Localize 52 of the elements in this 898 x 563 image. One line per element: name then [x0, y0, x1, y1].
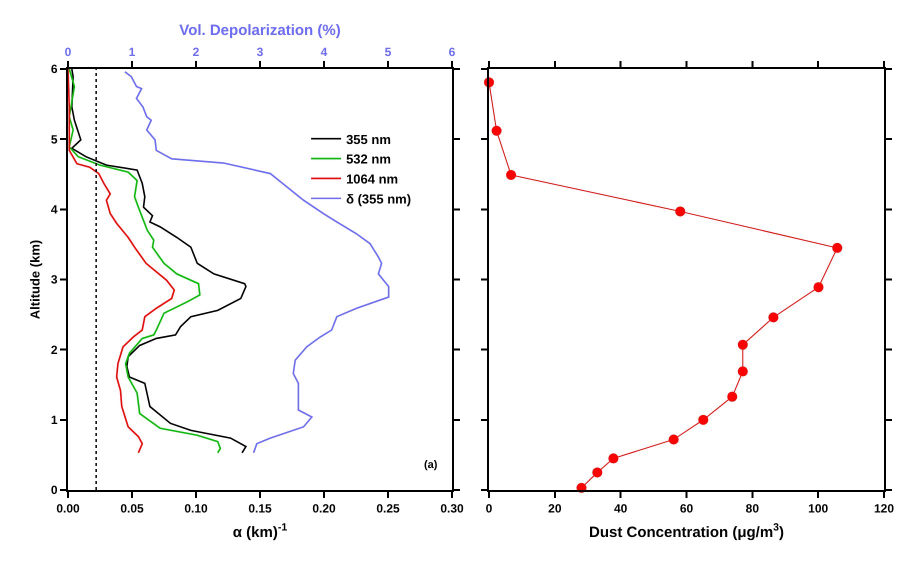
- legend-label: 355 nm: [346, 132, 391, 147]
- x-tick-label: 100: [808, 501, 828, 516]
- y-tick-label: 2: [50, 342, 58, 357]
- x-tick-label: 80: [746, 501, 760, 516]
- x-tick-label: 20: [548, 501, 562, 516]
- annotation: (a): [424, 459, 438, 471]
- x2-tick-label: 4: [320, 45, 328, 60]
- x2-tick-label: 1: [128, 45, 136, 60]
- y-tick-label: 4: [50, 202, 58, 217]
- x-axis-title: Dust Concentration (μg/m$^{3}$): [588, 522, 784, 541]
- point: [698, 414, 708, 425]
- x2-tick-label: 5: [384, 45, 392, 60]
- point: [506, 170, 516, 180]
- x-tick-label: 60: [680, 501, 694, 516]
- x2-tick-label: 0: [64, 45, 72, 60]
- y-tick-label: 1: [50, 413, 58, 428]
- legend-label: δ (355 nm): [346, 191, 412, 206]
- y-tick-label: 0: [50, 483, 58, 498]
- point: [592, 467, 602, 478]
- x2-tick-label: 6: [448, 45, 456, 60]
- x2-axis-title: Vol. Depolarization (%): [179, 22, 341, 39]
- x-tick-label: 0.00: [56, 501, 80, 516]
- point: [608, 453, 618, 464]
- point: [832, 242, 842, 253]
- point: [738, 366, 748, 376]
- point: [492, 126, 502, 136]
- x2-tick-label: 3: [256, 45, 264, 60]
- x-tick-label: 0.30: [440, 501, 464, 516]
- x-tick-label: 120: [874, 501, 894, 516]
- x-tick-label: 0.20: [312, 501, 336, 516]
- legend-label: 532 nm: [346, 152, 391, 167]
- point: [768, 312, 778, 322]
- point: [668, 434, 679, 444]
- y-tick-label: 5: [50, 132, 58, 146]
- x-tick-label: 40: [614, 501, 628, 516]
- y-axis-title: Altitude (km): [27, 240, 42, 320]
- x-tick-label: 0: [486, 501, 493, 516]
- line-series: [68, 69, 222, 454]
- point: [727, 392, 738, 402]
- legend-label: 1064 nm: [346, 172, 398, 187]
- x-axis-title: α (km)$^{-1}$: [232, 522, 288, 541]
- y-tick-label: 6: [50, 62, 58, 76]
- x-tick-label: 0.10: [184, 501, 208, 516]
- x-tick-label: 0.15: [248, 501, 272, 516]
- x-tick-label: 0.05: [120, 501, 144, 516]
- y-tick-label: 3: [50, 272, 58, 287]
- point: [738, 340, 748, 350]
- x2-tick-label: 2: [192, 45, 200, 60]
- point: [675, 206, 686, 216]
- line-series: [68, 69, 176, 454]
- point: [814, 282, 824, 292]
- x-tick-label: 0.25: [376, 501, 400, 516]
